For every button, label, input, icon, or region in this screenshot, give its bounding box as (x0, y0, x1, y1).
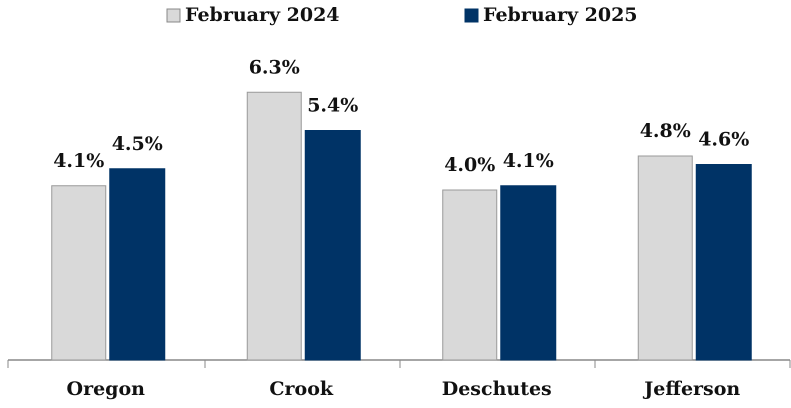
bar (109, 168, 166, 361)
bar (246, 91, 302, 361)
bar (442, 189, 498, 361)
value-label: 4.6% (698, 129, 749, 151)
value-label: 4.0% (444, 154, 495, 176)
bar (304, 130, 361, 361)
value-label: 5.4% (307, 95, 358, 117)
legend-label: February 2025 (483, 4, 638, 26)
legend-label: February 2024 (185, 4, 340, 26)
x-tick-label: Jefferson (642, 378, 740, 400)
value-label: 4.1% (503, 150, 554, 172)
value-label: 4.8% (640, 120, 691, 142)
value-label: 4.1% (53, 150, 104, 172)
bar (500, 185, 557, 361)
bar (695, 164, 752, 361)
x-tick-label: Oregon (67, 378, 146, 400)
x-tick-label: Deschutes (442, 378, 552, 400)
bar (637, 155, 693, 361)
bar (51, 185, 107, 361)
legend-swatch (464, 8, 479, 23)
legend-swatch (166, 8, 181, 23)
value-label: 4.5% (112, 133, 163, 155)
value-label: 6.3% (249, 56, 300, 78)
x-tick-label: Crook (269, 378, 333, 400)
